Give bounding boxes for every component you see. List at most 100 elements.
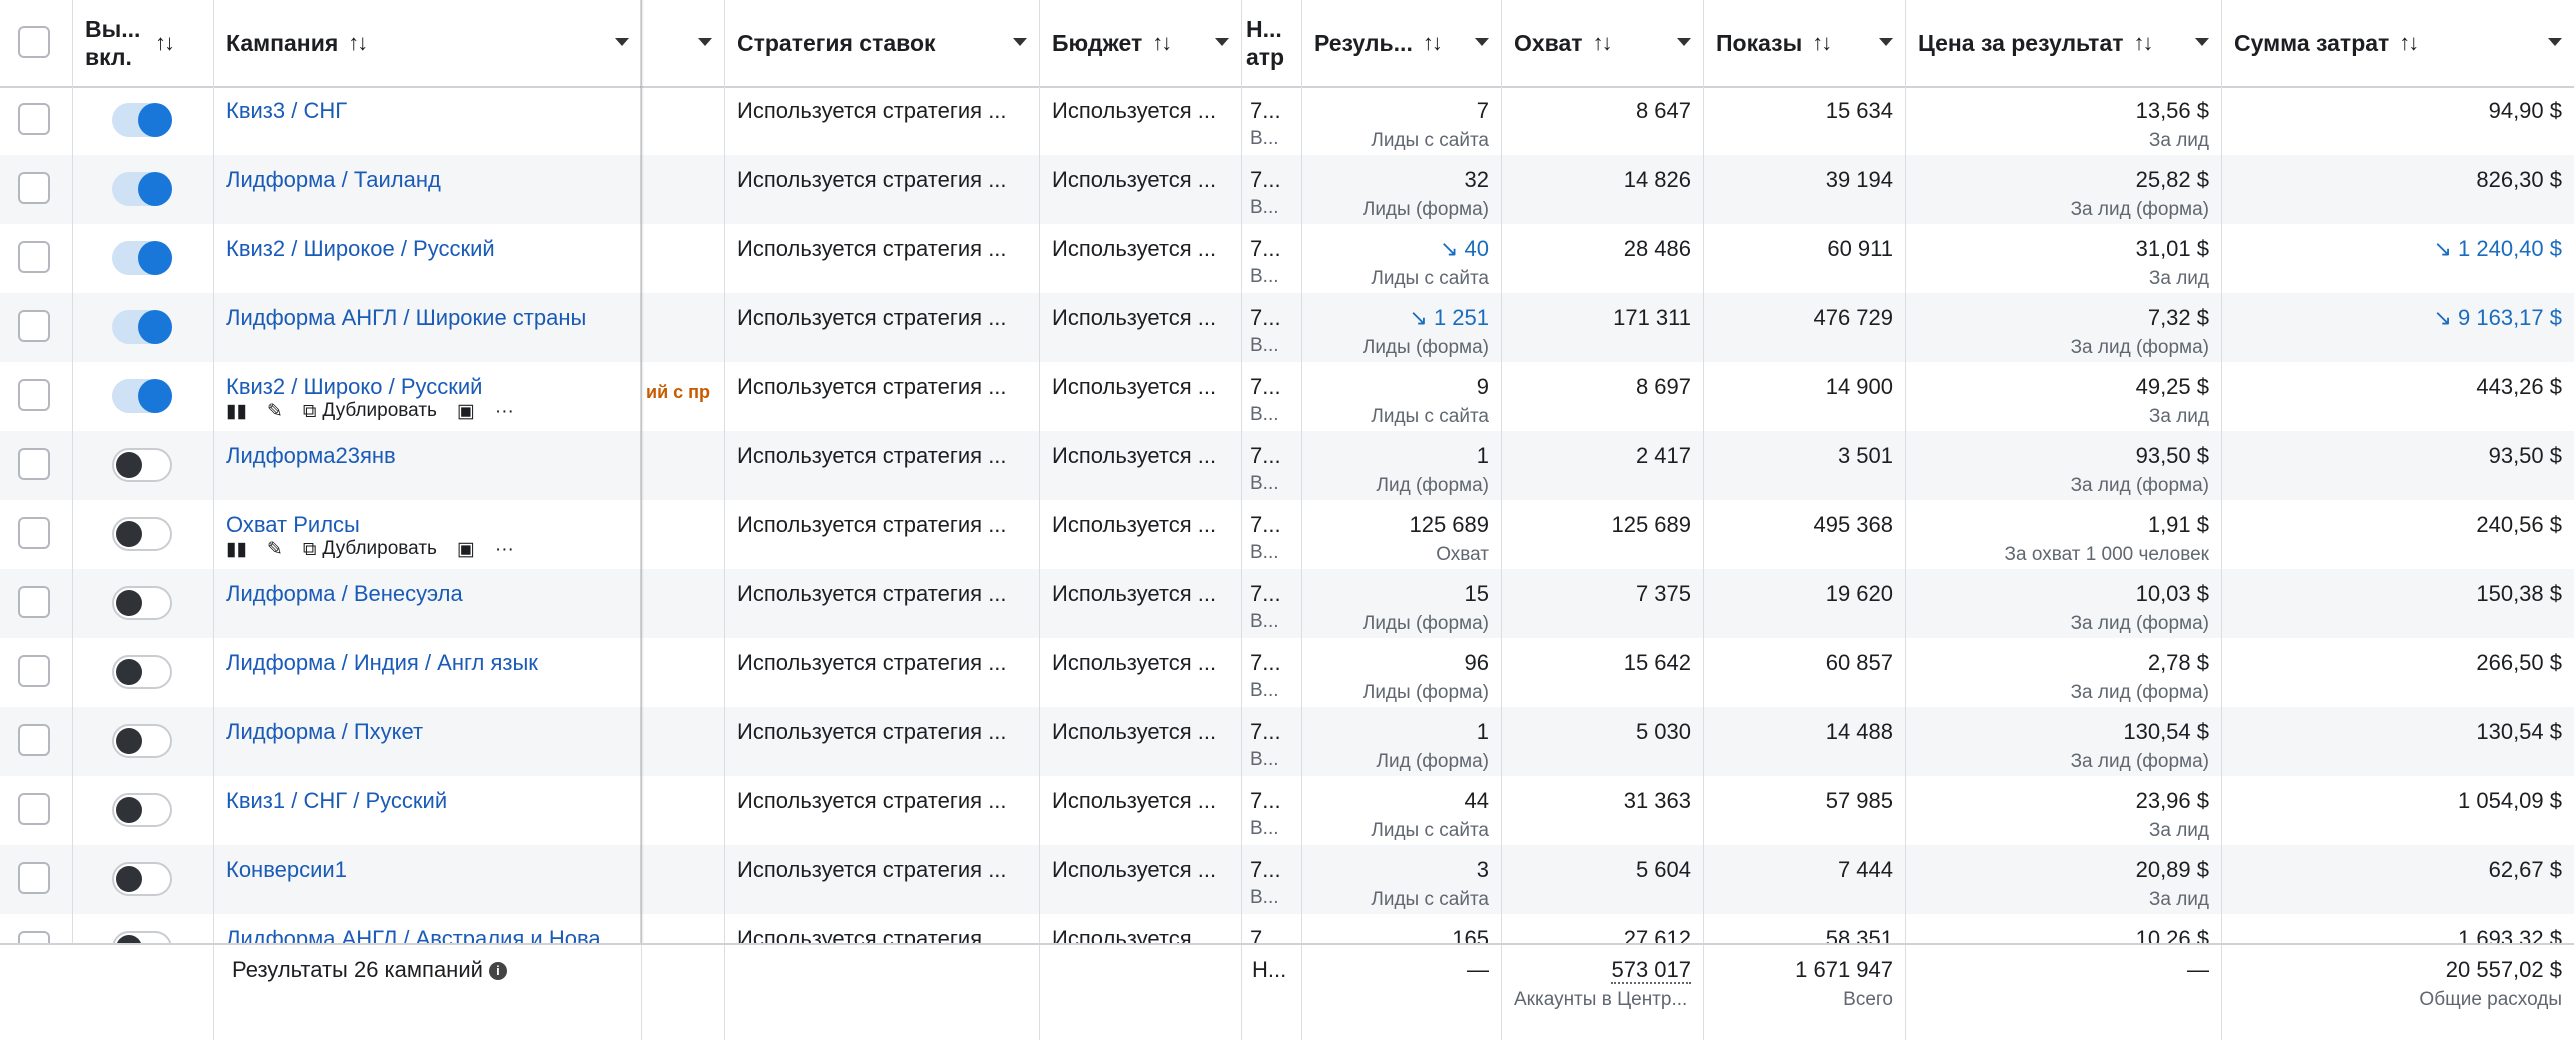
header-reach[interactable]: Охват ↑↓ bbox=[1502, 0, 1704, 86]
row-checkbox[interactable] bbox=[18, 379, 50, 411]
campaign-toggle[interactable] bbox=[112, 103, 172, 137]
campaign-name-link[interactable]: Лидформа23янв bbox=[226, 443, 396, 468]
pencil-icon[interactable]: ✎ bbox=[266, 538, 283, 560]
table-header: Вы... вкл. ↑↓ Кампания ↑↓ Стратегия став… bbox=[0, 0, 2574, 88]
chevron-down-icon[interactable] bbox=[615, 38, 629, 46]
row-checkbox[interactable] bbox=[18, 655, 50, 687]
sort-icon[interactable]: ↑↓ bbox=[1592, 30, 1613, 55]
header-hidden-col[interactable] bbox=[642, 0, 725, 86]
row-checkbox[interactable] bbox=[18, 724, 50, 756]
footer-reach-value[interactable]: 573 017 bbox=[1611, 957, 1691, 984]
table-row[interactable]: Лидформа / Венесуэла Используется стратег… bbox=[0, 569, 2574, 638]
table-row[interactable]: Лидформа / Пхукет Используется стратегия … bbox=[0, 707, 2574, 776]
table-row[interactable]: Лидформа АНГЛ / Широкие страны Использует… bbox=[0, 293, 2574, 362]
campaign-toggle[interactable] bbox=[112, 586, 172, 620]
campaign-toggle[interactable] bbox=[112, 448, 172, 482]
header-strategy[interactable]: Стратегия ставок bbox=[725, 0, 1040, 86]
bar-chart-icon[interactable]: ▮▮ bbox=[226, 538, 247, 560]
header-campaign[interactable]: Кампания ↑↓ bbox=[214, 0, 642, 86]
more-icon[interactable]: ··· bbox=[494, 400, 514, 422]
row-impressions-cell: 19 620 bbox=[1704, 569, 1906, 638]
cpr-type: За лид (форма) bbox=[2070, 475, 2209, 496]
campaign-toggle[interactable] bbox=[112, 379, 172, 413]
cpr-type: За лид bbox=[2148, 268, 2209, 289]
table-row[interactable]: Квиз3 / СНГ Используется стратегия ... Исп… bbox=[0, 86, 2574, 155]
campaign-toggle[interactable] bbox=[112, 241, 172, 275]
sort-icon[interactable]: ↑↓ bbox=[155, 30, 175, 55]
campaign-toggle[interactable] bbox=[112, 310, 172, 344]
campaign-name-link[interactable]: Квиз2 / Широкое / Русский bbox=[226, 236, 495, 261]
bar-chart-icon[interactable]: ▮▮ bbox=[226, 400, 247, 422]
campaign-name-link[interactable]: Лидформа / Пхукет bbox=[226, 719, 424, 744]
campaign-name-link[interactable]: Конверсии1 bbox=[226, 857, 347, 882]
table-row[interactable]: Охват Рилсы ▮▮ ✎ ⧉ Дублировать ▣ ··· Использует… bbox=[0, 500, 2574, 569]
table-row[interactable]: Квиз2 / Широко / Русский ▮▮ ✎ ⧉ Дублировать ▣… bbox=[0, 362, 2574, 431]
pencil-icon[interactable]: ✎ bbox=[266, 400, 283, 422]
campaign-toggle[interactable] bbox=[112, 724, 172, 758]
cpr-type: За лид (форма) bbox=[2070, 199, 2209, 220]
header-cost-per-result[interactable]: Цена за результат ↑↓ bbox=[1906, 0, 2222, 86]
row-checkbox[interactable] bbox=[18, 517, 50, 549]
campaign-name-link[interactable]: Лидформа / Индия / Англ язык bbox=[226, 650, 538, 675]
campaign-toggle[interactable] bbox=[112, 793, 172, 827]
chevron-down-icon[interactable] bbox=[2195, 38, 2209, 46]
sort-icon[interactable]: ↑↓ bbox=[1812, 30, 1832, 55]
campaign-name-link[interactable]: Лидформа / Венесуэла bbox=[226, 581, 463, 606]
sort-icon[interactable]: ↑↓ bbox=[1152, 30, 1172, 55]
sort-icon[interactable]: ↑↓ bbox=[348, 30, 368, 55]
header-budget[interactable]: Бюджет ↑↓ bbox=[1040, 0, 1242, 86]
header-results[interactable]: Резуль... ↑↓ bbox=[1302, 0, 1502, 86]
campaign-toggle[interactable] bbox=[112, 862, 172, 896]
row-checkbox[interactable] bbox=[18, 241, 50, 273]
reach-value: 31 363 bbox=[1623, 788, 1691, 813]
duplicate-button[interactable]: ⧉ Дублировать bbox=[303, 400, 437, 422]
campaign-toggle[interactable] bbox=[112, 655, 172, 689]
row-checkbox[interactable] bbox=[18, 793, 50, 825]
pin-icon[interactable]: ▣ bbox=[456, 400, 475, 422]
duplicate-button[interactable]: ⧉ Дублировать bbox=[303, 538, 437, 560]
chevron-down-icon[interactable] bbox=[2548, 38, 2562, 46]
campaign-name-link[interactable]: Лидформа / Таиланд bbox=[226, 167, 441, 192]
row-checkbox[interactable] bbox=[18, 448, 50, 480]
more-icon[interactable]: ··· bbox=[494, 538, 514, 560]
pin-icon[interactable]: ▣ bbox=[456, 538, 475, 560]
row-checkbox[interactable] bbox=[18, 586, 50, 618]
row-checkbox[interactable] bbox=[18, 103, 50, 135]
row-hidden-col-cell bbox=[642, 293, 725, 362]
table-row[interactable]: Квиз2 / Широкое / Русский Используется ст… bbox=[0, 224, 2574, 293]
table-row[interactable]: Лидформа23янв Используется стратегия ... И… bbox=[0, 431, 2574, 500]
chevron-down-icon[interactable] bbox=[1215, 38, 1229, 46]
select-all-checkbox[interactable] bbox=[18, 26, 50, 58]
row-budget-cell: Используется ... bbox=[1040, 638, 1242, 707]
results-value: 40 bbox=[1464, 236, 1489, 261]
campaign-name-link[interactable]: Охват Рилсы bbox=[226, 512, 360, 537]
row-checkbox[interactable] bbox=[18, 310, 50, 342]
sort-icon[interactable]: ↑↓ bbox=[1422, 30, 1443, 55]
row-checkbox[interactable] bbox=[18, 862, 50, 894]
info-icon[interactable]: i bbox=[488, 962, 507, 981]
header-impressions[interactable]: Показы ↑↓ bbox=[1704, 0, 1906, 86]
header-attribution[interactable]: Н... атр bbox=[1242, 0, 1302, 86]
chevron-down-icon[interactable] bbox=[698, 38, 712, 46]
chevron-down-icon[interactable] bbox=[1475, 38, 1489, 46]
table-row[interactable]: Квиз1 / СНГ / Русский Используется страте… bbox=[0, 776, 2574, 845]
chevron-down-icon[interactable] bbox=[1677, 38, 1691, 46]
header-amount-spent[interactable]: Сумма затрат ↑↓ bbox=[2222, 0, 2574, 86]
table-row[interactable]: Лидформа / Таиланд Используется стратегия… bbox=[0, 155, 2574, 224]
campaign-toggle[interactable] bbox=[112, 172, 172, 206]
campaign-toggle[interactable] bbox=[112, 517, 172, 551]
row-cpr-cell: 1,91 $ За охват 1 000 человек bbox=[1906, 500, 2222, 569]
campaign-name-link[interactable]: Квиз1 / СНГ / Русский bbox=[226, 788, 448, 813]
row-checkbox[interactable] bbox=[18, 172, 50, 204]
sort-icon[interactable]: ↑↓ bbox=[2133, 30, 2154, 55]
campaign-name-link[interactable]: Квиз2 / Широко / Русский bbox=[226, 374, 483, 399]
chevron-down-icon[interactable] bbox=[1013, 38, 1027, 46]
sort-icon[interactable]: ↑↓ bbox=[2399, 30, 2419, 55]
chevron-down-icon[interactable] bbox=[1879, 38, 1893, 46]
header-onoff[interactable]: Вы... вкл. ↑↓ bbox=[73, 0, 214, 86]
campaign-name-link[interactable]: Квиз3 / СНГ bbox=[226, 98, 348, 123]
attr-value: 7... bbox=[1250, 581, 1281, 606]
campaign-name-link[interactable]: Лидформа АНГЛ / Широкие страны bbox=[226, 305, 587, 330]
table-row[interactable]: Лидформа / Индия / Англ язык Используется… bbox=[0, 638, 2574, 707]
table-row[interactable]: Конверсии1 Используется стратегия ... Испо… bbox=[0, 845, 2574, 914]
